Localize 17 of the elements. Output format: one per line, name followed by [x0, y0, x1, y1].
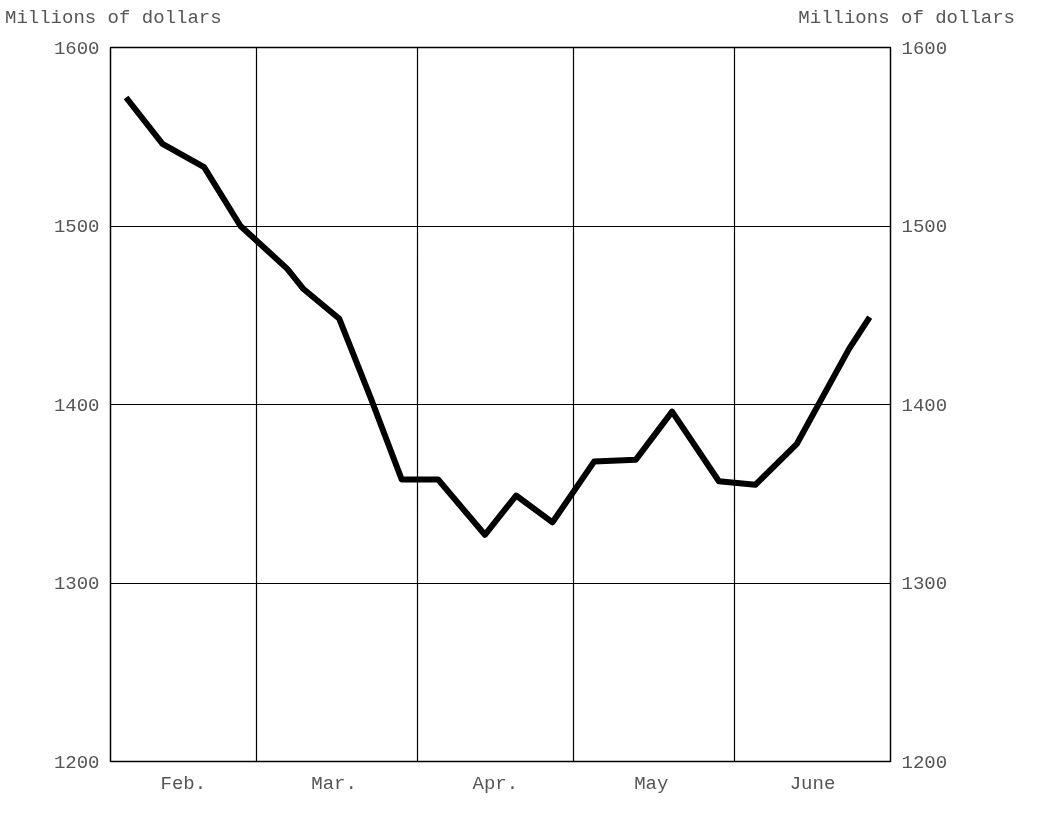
y-tick-label: 1600 — [53, 37, 100, 60]
y2-axis-title: Millions of dollars — [798, 6, 1015, 31]
y2-tick-label: 1300 — [901, 573, 948, 596]
x-tick-label: Mar. — [311, 772, 357, 795]
x-tick-label: May — [634, 772, 669, 795]
x-tick-label: Apr. — [472, 772, 519, 795]
x-tick-label: Feb. — [160, 772, 207, 795]
y-tick-label: 1300 — [53, 573, 100, 596]
y2-tick-label: 1400 — [901, 394, 948, 417]
y2-tick-label: 1600 — [901, 37, 948, 60]
y-tick-label: 1400 — [53, 394, 100, 417]
y-tick-label: 1500 — [53, 216, 100, 239]
x-tick-label: June — [789, 772, 836, 795]
y2-tick-label: 1500 — [901, 216, 948, 239]
y2-tick-label: 1200 — [901, 751, 948, 774]
y-tick-label: 1200 — [53, 751, 100, 774]
y-axis-title: Millions of dollars — [5, 6, 222, 31]
